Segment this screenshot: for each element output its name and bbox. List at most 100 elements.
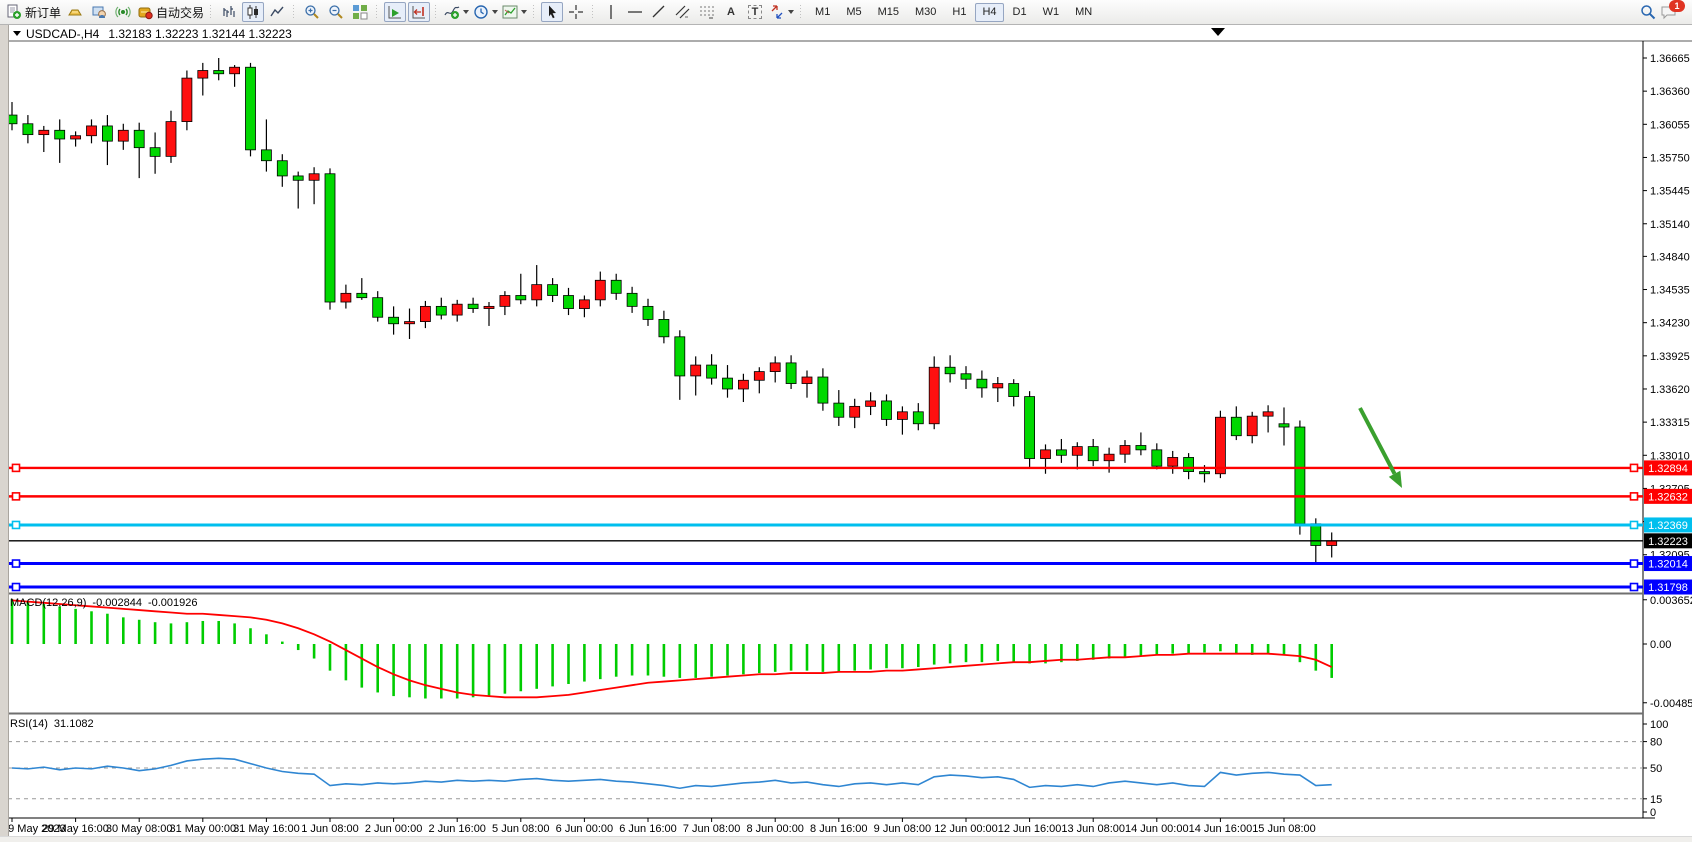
indicators-button[interactable] <box>443 2 470 22</box>
tile-windows-button[interactable] <box>349 2 371 22</box>
price-tick-label: 1.33925 <box>1650 351 1690 363</box>
periods-button[interactable] <box>472 2 499 22</box>
arrows-tool-button[interactable] <box>768 2 795 22</box>
trend-arrow-annotation[interactable] <box>1358 407 1397 475</box>
bar-chart-icon <box>223 6 235 17</box>
timeframe-button-d1[interactable]: D1 <box>1012 6 1027 18</box>
candle <box>642 298 654 326</box>
trend-arrow-head[interactable] <box>1388 470 1402 488</box>
zoom-in-button[interactable] <box>301 2 323 22</box>
equidistant-channel-icon <box>675 5 690 19</box>
horizontal-line-tool-button[interactable] <box>624 2 646 22</box>
chart-left-edge <box>0 25 9 842</box>
candle <box>1230 406 1242 441</box>
signals-button[interactable] <box>112 2 134 22</box>
rsi-indicator-label: RSI(14) 31.1082 <box>10 718 94 730</box>
hline-handle-right-1.31798[interactable] <box>1629 582 1639 592</box>
chart-shift-button[interactable] <box>408 2 431 22</box>
channel-tool-button[interactable] <box>672 2 694 22</box>
candle <box>563 287 574 316</box>
search-icon <box>1641 5 1656 20</box>
chart-shift-icon <box>412 6 426 19</box>
timeframe-button-m30[interactable]: M30 <box>915 6 937 18</box>
auto-scroll-button[interactable] <box>384 2 407 22</box>
toolbar-grip <box>293 4 297 20</box>
templates-button[interactable] <box>501 2 528 22</box>
vertical-line-tool-button[interactable] <box>600 2 622 22</box>
hline-handle-right-1.32894[interactable] <box>1629 463 1639 473</box>
candle <box>1119 440 1131 463</box>
price-badge-label: 1.32369 <box>1648 520 1688 532</box>
arrow-shapes-icon <box>771 5 783 19</box>
timeframe-button-m15[interactable]: M15 <box>877 6 899 18</box>
text-label-tool-button[interactable]: T <box>744 2 766 22</box>
text-label-tool-icon: T <box>747 5 763 19</box>
candle <box>435 297 447 320</box>
candle <box>1056 438 1067 463</box>
price-tick-label: 1.34230 <box>1650 318 1690 330</box>
timeframe-button-h4[interactable]: H4 <box>975 2 1004 22</box>
chart-menu-icon[interactable] <box>13 31 21 36</box>
hline-handle-left-1.32369[interactable] <box>11 520 21 530</box>
toolbar-grip <box>210 4 214 20</box>
hline-handle-right-1.32014[interactable] <box>1629 559 1639 568</box>
candle <box>229 65 241 87</box>
time-label: 2 Jun 00:00 <box>365 823 423 835</box>
candle <box>276 154 288 187</box>
candle <box>547 278 558 303</box>
hline-handle-left-1.32014[interactable] <box>11 559 21 568</box>
chart-shift-marker[interactable] <box>1211 28 1225 36</box>
cursor-button[interactable] <box>541 2 564 22</box>
macd-tick-label: 0.00 <box>1650 639 1671 651</box>
time-label: 9 Jun 08:00 <box>874 823 932 835</box>
new-order-icon <box>7 4 21 19</box>
market-button[interactable] <box>64 2 86 22</box>
bar-chart-mode-button[interactable] <box>218 2 240 22</box>
auto-trading-icon <box>138 7 153 20</box>
candlestick-mode-button[interactable] <box>242 2 265 22</box>
auto-trading-button[interactable]: 自动交易 <box>136 2 205 22</box>
candle <box>165 110 177 163</box>
timeframe-button-m5[interactable]: M5 <box>846 6 862 18</box>
candle <box>102 115 113 166</box>
candle <box>1151 443 1163 470</box>
trendline-tool-button[interactable] <box>648 2 670 22</box>
search-button[interactable] <box>1637 2 1659 22</box>
hline-handle-right-1.32632[interactable] <box>1629 492 1639 501</box>
timeframe-button-w1[interactable]: W1 <box>1042 6 1060 18</box>
candle <box>340 284 352 309</box>
text-tool-button[interactable]: A <box>720 2 742 22</box>
candle <box>213 58 225 81</box>
hline-handle-left-1.32632[interactable] <box>11 492 21 501</box>
cursor-arrow-icon <box>549 5 557 19</box>
line-chart-mode-button[interactable] <box>266 2 288 22</box>
candle <box>483 302 495 326</box>
expert-advisor-icon <box>92 6 106 18</box>
candle <box>499 291 511 316</box>
time-label: 29 May 2023 <box>2 823 66 835</box>
hline-handle-left-1.32894[interactable] <box>11 463 21 473</box>
notifications-button[interactable]: 1 <box>1660 0 1685 20</box>
hline-handle-right-1.32369[interactable] <box>1629 520 1639 530</box>
price-badge-label: 1.31798 <box>1648 582 1688 594</box>
chart-plot-area[interactable] <box>8 41 1643 818</box>
timeframe-button-h1[interactable]: H1 <box>952 6 967 18</box>
time-label: 6 Jun 16:00 <box>619 823 677 835</box>
experts-button[interactable] <box>88 2 110 22</box>
zoom-out-button[interactable] <box>325 2 347 22</box>
new-order-button[interactable]: 新订单 <box>5 2 62 22</box>
hline-handle-left-1.31798[interactable] <box>11 582 21 592</box>
fibonacci-tool-button[interactable] <box>696 2 718 22</box>
rsi-value: 31.1082 <box>53 718 94 730</box>
candle <box>1246 411 1258 444</box>
candle <box>594 271 606 307</box>
candle <box>817 368 829 411</box>
timeframe-button-mn[interactable]: MN <box>1075 6 1093 18</box>
time-label: 6 Jun 00:00 <box>556 823 614 835</box>
time-label: 12 Jun 16:00 <box>998 823 1062 835</box>
candle <box>960 366 972 389</box>
macd-signal-line <box>11 599 1333 699</box>
timeframe-button-m1[interactable]: M1 <box>815 6 831 18</box>
candle <box>753 367 765 394</box>
crosshair-button[interactable] <box>565 2 587 22</box>
